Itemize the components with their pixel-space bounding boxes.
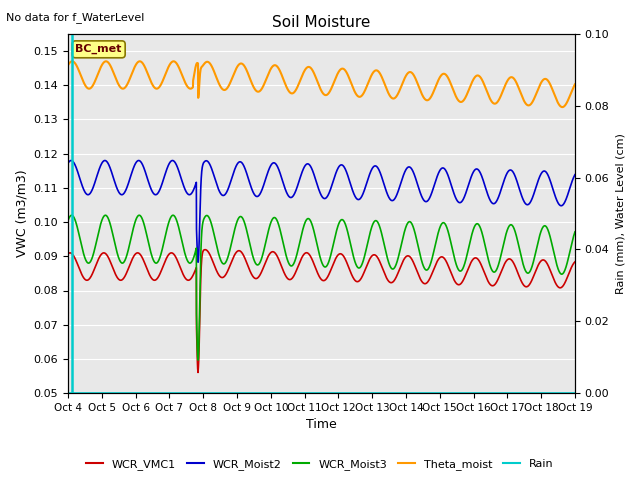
Title: Soil Moisture: Soil Moisture [272,15,371,30]
Text: No data for f_WaterLevel: No data for f_WaterLevel [6,12,145,23]
Y-axis label: VWC (m3/m3): VWC (m3/m3) [15,170,28,257]
Text: BC_met: BC_met [76,44,122,54]
Legend: WCR_VMC1, WCR_Moist2, WCR_Moist3, Theta_moist, Rain: WCR_VMC1, WCR_Moist2, WCR_Moist3, Theta_… [82,455,558,474]
Y-axis label: Rain (mm), Water Level (cm): Rain (mm), Water Level (cm) [615,133,625,294]
X-axis label: Time: Time [306,419,337,432]
